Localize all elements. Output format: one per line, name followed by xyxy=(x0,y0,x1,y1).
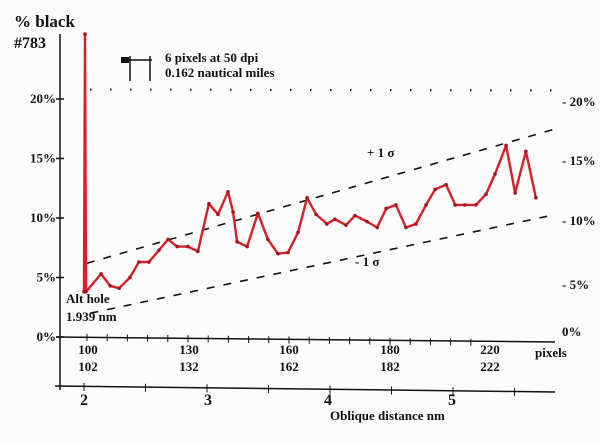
data-point xyxy=(196,249,200,254)
x-tick-label-pixels-row2: 132 xyxy=(179,359,199,374)
data-point xyxy=(175,244,179,249)
x-axis-nm xyxy=(54,385,556,393)
y-tick-label-right: - 20% xyxy=(562,94,596,109)
data-point xyxy=(305,195,309,200)
x-tick-label-pixels: 160 xyxy=(279,342,299,357)
data-point xyxy=(474,203,478,207)
y-tick-label-left: 10% xyxy=(30,210,56,225)
reference-lines xyxy=(86,88,557,314)
data-point xyxy=(493,172,497,176)
y-tick-label-right: - 5% xyxy=(562,277,589,292)
data-point xyxy=(504,143,508,148)
x-tick-label-pixels: 100 xyxy=(78,342,98,357)
x-tick-label-nm: 3 xyxy=(204,392,212,409)
x-tick-label-pixels-row2: 162 xyxy=(279,359,299,374)
x-axis-pixels xyxy=(55,336,556,343)
x-tick-label-pixels-row2: 182 xyxy=(380,359,400,374)
chart-subtitle: #783 xyxy=(14,35,46,52)
y-tick-label-left: 20% xyxy=(30,91,56,106)
data-point xyxy=(235,240,239,244)
y-tick-label-left: 15% xyxy=(30,151,56,166)
data-point xyxy=(226,190,230,194)
x-tick-label-nm: 5 xyxy=(448,392,456,409)
data-point xyxy=(484,192,488,196)
data-point xyxy=(325,222,329,226)
y-ticks: 0% 0% 5% - 5% 10% - 10% 15% - 15% 20% - 20% xyxy=(30,91,596,344)
data-point xyxy=(231,210,235,214)
data-point xyxy=(404,225,408,230)
data-point xyxy=(147,260,151,264)
scale-bar-label-1: 6 pixels at 50 dpi xyxy=(165,50,259,65)
x-tick-label-nm: 4 xyxy=(324,392,332,409)
data-point xyxy=(414,222,418,226)
plus-sigma-label: + 1 σ xyxy=(367,145,394,160)
x-tick-label-nm: 2 xyxy=(80,392,88,409)
data-point xyxy=(444,182,448,187)
data-point xyxy=(207,201,211,206)
data-point xyxy=(513,191,517,195)
data-point xyxy=(276,251,280,256)
data-point xyxy=(433,187,437,192)
y-tick-label-left: 5% xyxy=(37,270,57,285)
data-point xyxy=(83,32,87,36)
y-tick-label-right: - 15% xyxy=(562,153,596,168)
data-point xyxy=(266,237,270,242)
y-tick-label-right: 0% xyxy=(562,324,582,339)
x-tick-label-pixels-row2: 102 xyxy=(78,359,98,374)
data-point xyxy=(453,203,457,207)
data-point xyxy=(424,203,428,207)
data-point xyxy=(137,260,141,264)
x-tick-label-pixels: 180 xyxy=(380,342,400,357)
x-tick-label-pixels: 130 xyxy=(179,342,199,357)
data-point xyxy=(333,217,337,221)
data-point xyxy=(216,212,220,217)
data-point xyxy=(108,284,112,288)
twenty-percent-dotted-line xyxy=(89,88,556,92)
data-point xyxy=(117,286,121,291)
alt-hole-distance-label: 1.939 nm xyxy=(66,309,117,324)
data-series xyxy=(82,32,538,294)
x-tick-label-pixels: 220 xyxy=(480,342,500,357)
data-point xyxy=(286,250,290,255)
x-unit-label-pixels: pixels xyxy=(535,345,567,360)
data-point xyxy=(384,206,388,211)
data-point xyxy=(245,244,249,249)
data-point xyxy=(314,212,318,217)
data-point xyxy=(534,195,538,200)
alt-hole-label: Alt hole xyxy=(66,291,110,306)
data-point xyxy=(157,248,161,252)
y-tick-label-left: 0% xyxy=(37,329,57,344)
data-point xyxy=(365,219,369,224)
x-tick-label-pixels-row2: 222 xyxy=(480,359,500,374)
data-point xyxy=(375,225,379,230)
minus-sigma-line xyxy=(90,213,557,314)
data-point xyxy=(524,149,528,154)
y-tick-label-right: - 10% xyxy=(562,213,596,228)
data-point xyxy=(394,203,398,207)
series-line xyxy=(82,32,538,293)
x-axis-title: Oblique distance nm xyxy=(330,408,445,423)
scale-bar-arrow xyxy=(121,57,129,63)
data-point xyxy=(84,289,88,294)
minus-sigma-label: - 1 σ xyxy=(355,254,379,269)
data-point xyxy=(463,203,467,207)
scale-bar: 6 pixels at 50 dpi 0.162 nautical miles xyxy=(121,50,274,81)
scale-bar-label-2: 0.162 nautical miles xyxy=(165,65,274,80)
data-point xyxy=(256,211,260,216)
chart-title: % black xyxy=(14,12,75,31)
data-point xyxy=(353,213,357,218)
data-point xyxy=(296,230,300,235)
data-point xyxy=(99,272,103,276)
data-point xyxy=(344,223,348,227)
data-point xyxy=(128,275,132,280)
plus-sigma-line xyxy=(86,127,557,264)
data-point xyxy=(166,237,170,242)
data-point xyxy=(186,244,190,249)
